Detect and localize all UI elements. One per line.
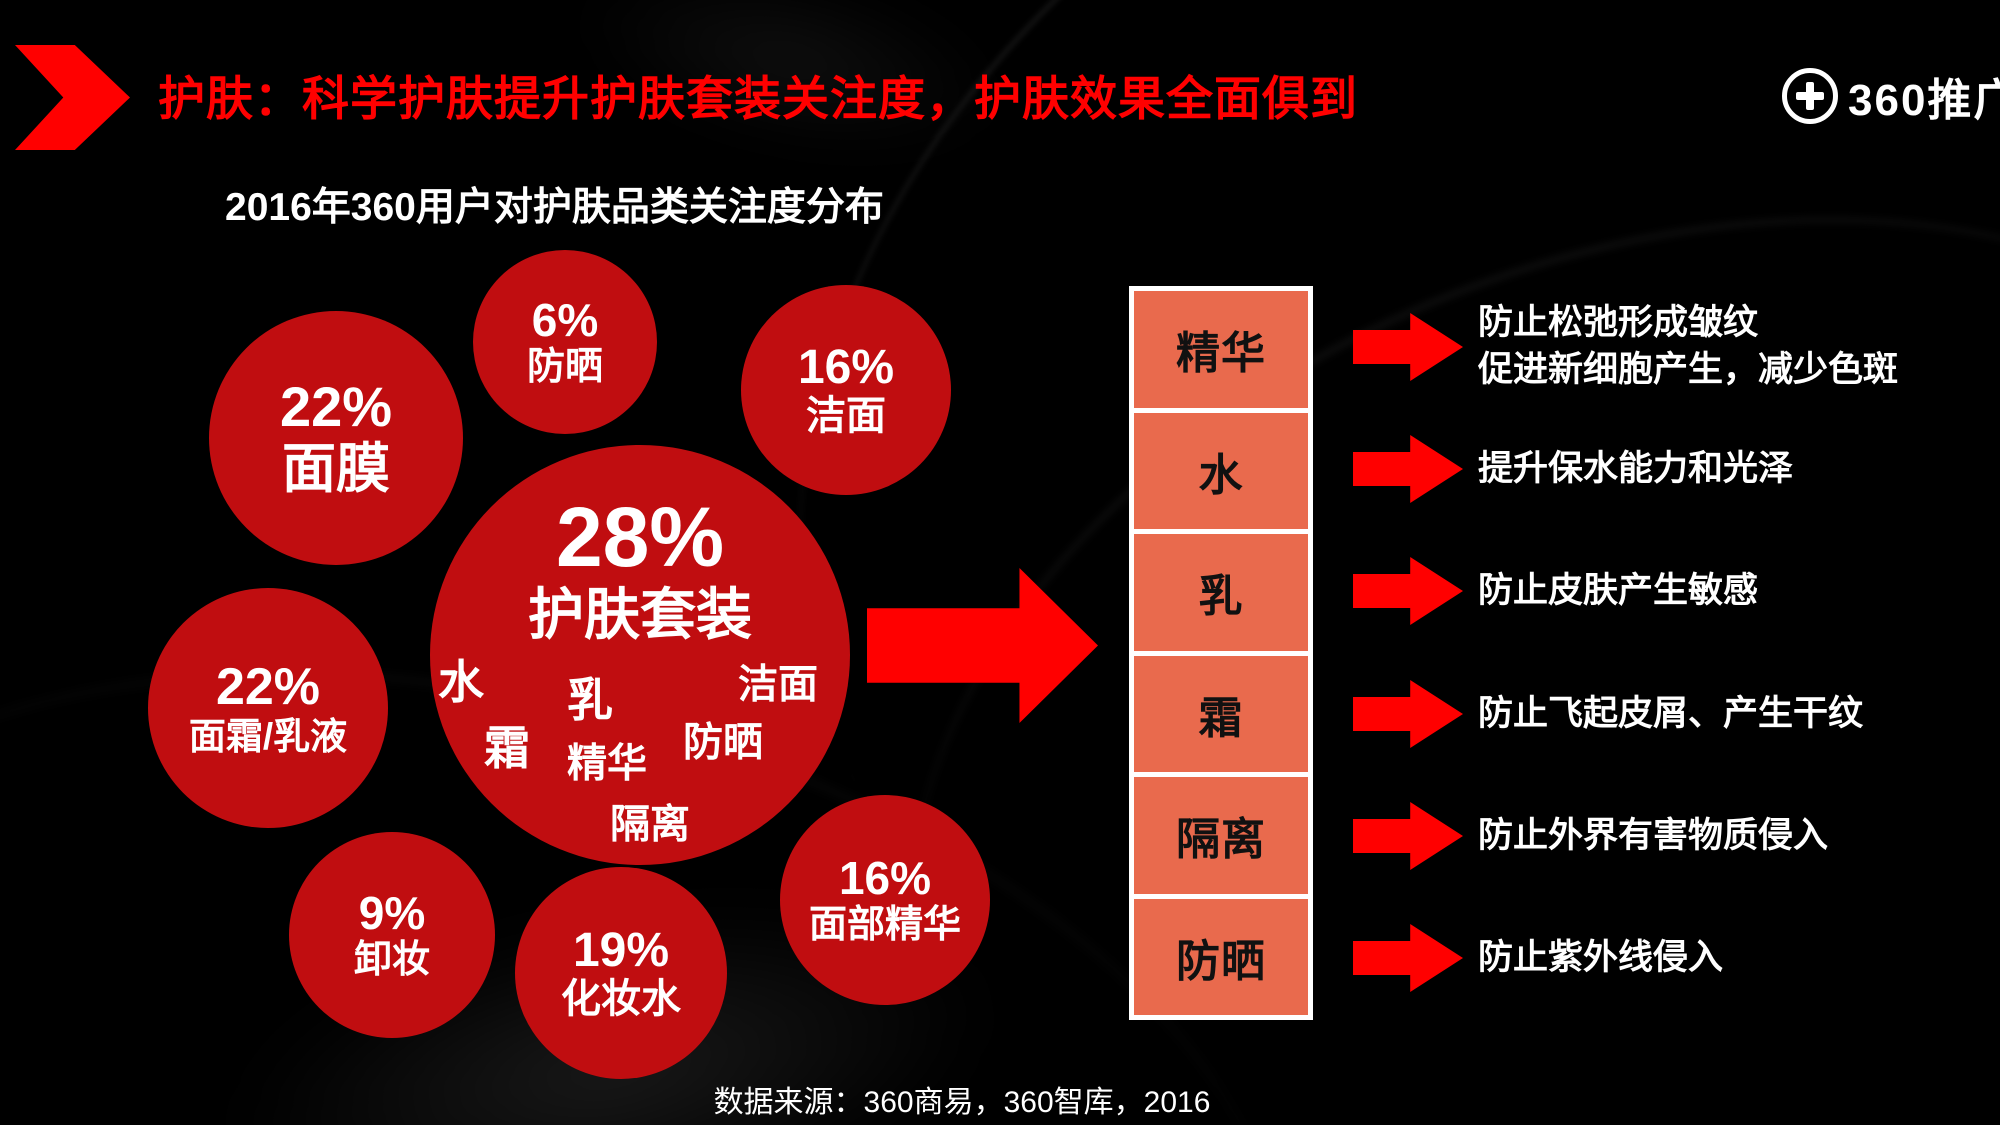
data-source: 数据来源：360商易，360智库，2016 (713, 1086, 1211, 1119)
chevron-icon (15, 45, 130, 150)
bubble-value: 22% (279, 375, 393, 439)
bubble-huazhuangshui: 19% 化妆水 (515, 867, 727, 1079)
table-cell-shuang: 霜 (1134, 655, 1308, 772)
bubble-value: 6% (531, 293, 599, 346)
bubble-label: 防晒 (526, 346, 603, 389)
brand-logo: 360推广 (1782, 64, 2000, 128)
bubble-label: 化妆水 (561, 977, 681, 1022)
effect-text-jinghua: 防止松弛形成皱纹 促进新细胞产生，减少色斑 (1478, 303, 1899, 389)
sub-item-jiemian: 洁面 (738, 662, 818, 707)
table-cell-geli: 隔离 (1134, 777, 1308, 894)
right-arrow-icon (1353, 680, 1463, 748)
sub-item-fangshai: 防晒 (683, 720, 763, 765)
right-arrow-icon (1353, 557, 1463, 625)
bubble-mianbujinghua: 16% 面部精华 (780, 795, 990, 1005)
bubble-value: 16% (797, 340, 895, 394)
effect-text-fangshai: 防止紫外线侵入 (1478, 937, 1724, 977)
bubble-jiemian: 16% 洁面 (741, 285, 951, 495)
effect-text-geli: 防止外界有害物质侵入 (1478, 815, 1829, 855)
bubble-label: 面部精华 (808, 904, 961, 947)
bubble-mianmo: 22% 面膜 (209, 311, 463, 565)
bubble-xiezhuang: 9% 卸妆 (289, 832, 495, 1038)
sub-item-shui: 水 (438, 656, 484, 709)
effect-text-shui: 提升保水能力和光泽 (1478, 448, 1794, 488)
plus-circle-icon (1782, 68, 1838, 124)
bubble-label: 面膜 (282, 439, 390, 500)
bubble-label: 面霜/乳液 (188, 716, 348, 758)
right-arrow-icon (1353, 435, 1463, 503)
effect-text-ru: 防止皮肤产生敏感 (1478, 570, 1759, 610)
bubble-value: 9% (358, 886, 426, 939)
table-cell-shui: 水 (1134, 412, 1308, 529)
bubble-value: 19% (572, 923, 670, 977)
effect-text-shuang: 防止飞起皮屑、产生干纹 (1478, 693, 1864, 733)
category-table: 精华 水 乳 霜 隔离 防晒 (1129, 286, 1313, 1020)
right-arrow-icon (1353, 802, 1463, 870)
big-right-arrow-icon (867, 568, 1098, 723)
chart-heading: 2016年360用户对护肤品类关注度分布 (225, 186, 884, 229)
bubble-value: 22% (215, 658, 321, 717)
bubble-label: 护肤套装 (528, 583, 752, 646)
bubble-value: 28% (555, 490, 725, 584)
bubble-label: 洁面 (806, 394, 886, 439)
brand-logo-text: 360推广 (1848, 76, 2000, 125)
sub-item-shuang: 霜 (484, 722, 530, 775)
table-cell-ru: 乳 (1134, 534, 1308, 651)
bubble-hufutaozhuang: 28% 护肤套装 水 乳 洁面 霜 精华 防晒 隔离 (430, 445, 850, 865)
right-arrow-icon (1353, 313, 1463, 381)
table-cell-fangshai: 防晒 (1134, 898, 1308, 1015)
bubble-mianshuang-ruye: 22% 面霜/乳液 (148, 588, 388, 828)
table-cell-jinghua: 精华 (1134, 291, 1308, 408)
bubble-fangshai: 6% 防晒 (473, 250, 657, 434)
sub-item-geli: 隔离 (610, 802, 690, 847)
sub-item-jinghua: 精华 (567, 741, 647, 786)
bubble-value: 16% (838, 851, 932, 904)
sub-item-ru: 乳 (567, 674, 613, 727)
right-arrow-icon (1353, 924, 1463, 992)
page-title: 护肤：科学护肤提升护肤套装关注度，护肤效果全面俱到 (158, 72, 1358, 125)
bubble-label: 卸妆 (353, 939, 430, 982)
